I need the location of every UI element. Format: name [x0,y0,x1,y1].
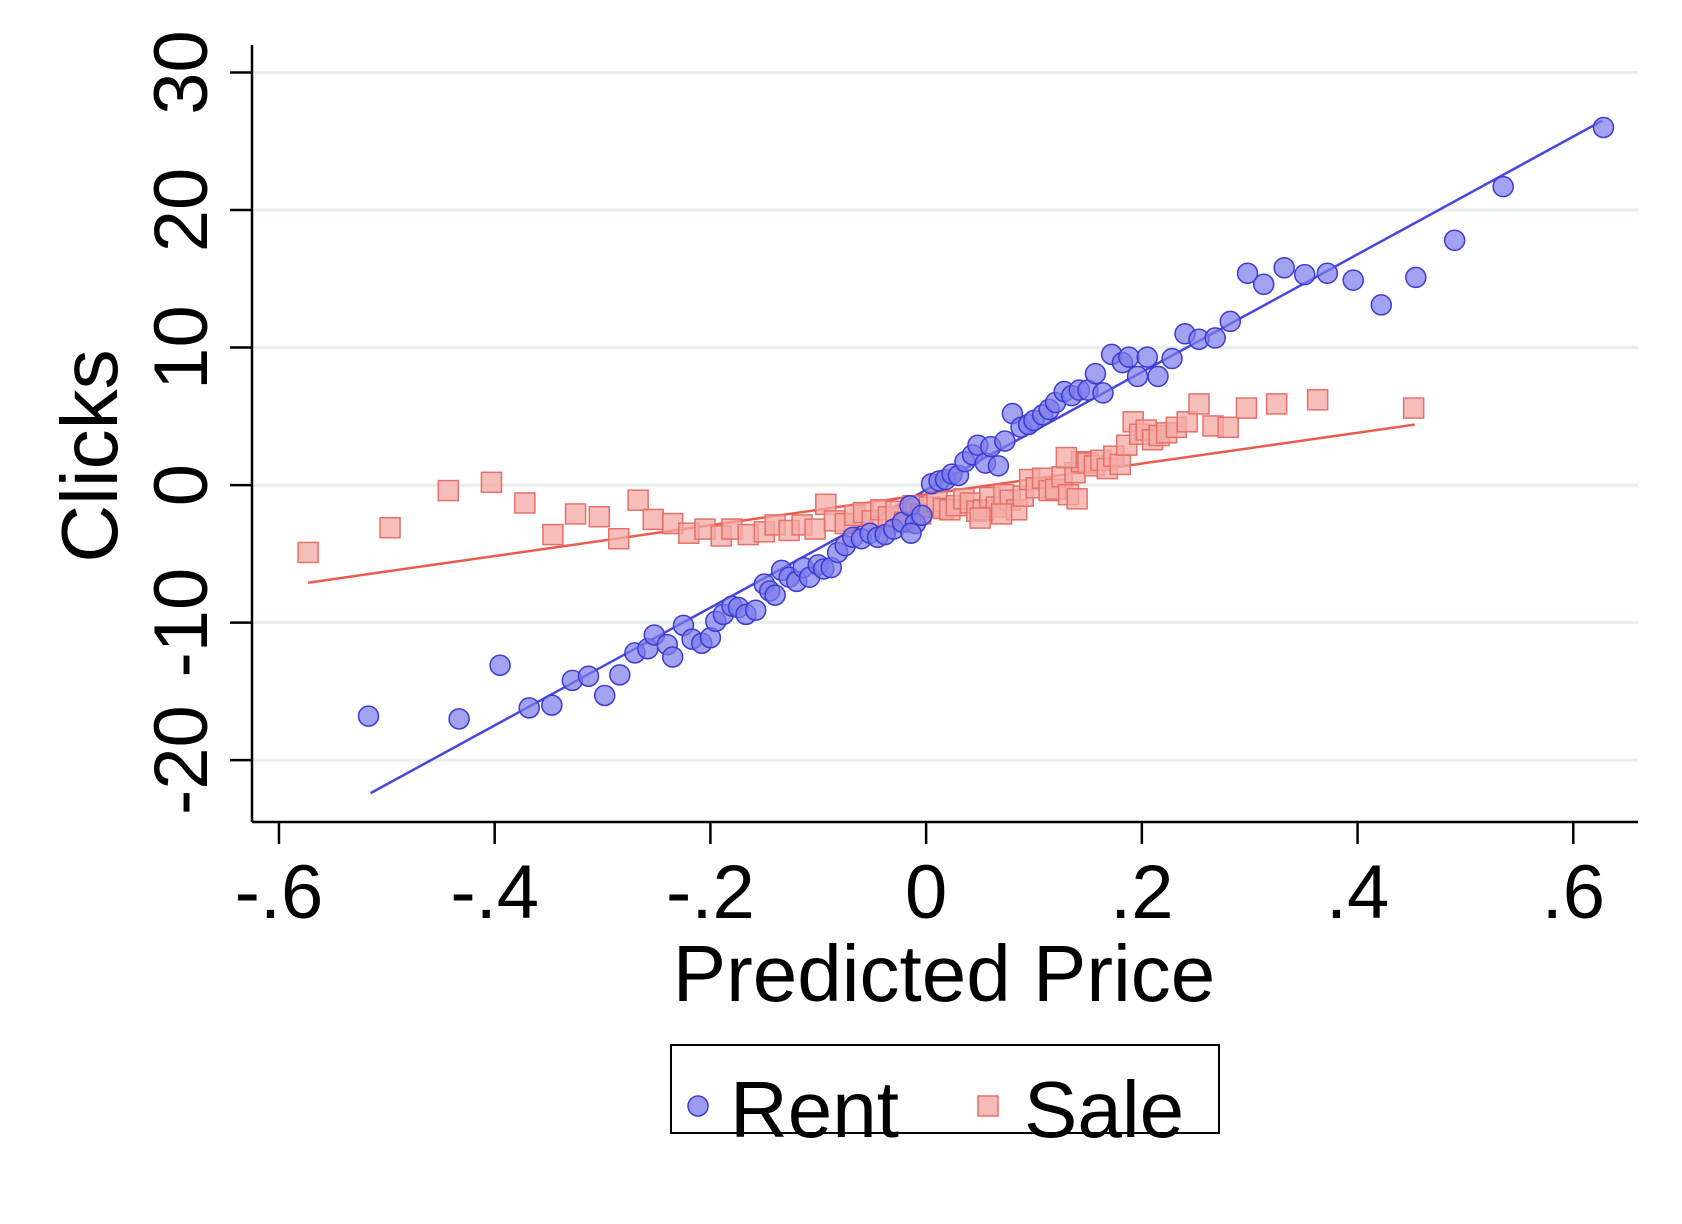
sale-point [627,489,649,511]
legend-rent-label: Rent [730,1065,899,1154]
x-axis-title: Predicted Price [673,929,1215,1018]
rent-point [1342,269,1364,291]
x-tick-label: -.6 [235,850,324,935]
sale-point [990,503,1013,525]
sale-point [969,507,991,529]
sale-point [1402,397,1425,419]
sale-point [804,518,826,540]
sale-point [297,541,319,564]
sale-point [1235,397,1258,419]
rent-point [577,665,600,687]
rent-point [593,684,616,707]
rent-point [1370,294,1393,316]
rent-point [1161,347,1183,370]
sale-point [607,527,630,550]
rent-point [541,694,563,716]
rent-point [994,430,1016,452]
sale-point [564,503,587,525]
rent-point [518,697,540,719]
rent-point [357,705,380,727]
sale-point [1055,446,1078,469]
sale-point [1176,411,1198,433]
sale-point [480,471,503,494]
rent-point [744,599,767,621]
rent-point [1293,263,1316,286]
axes: -20 -10 0 10 20 30 -.6 -.4 -.2 0 .2 .4 .6 [139,30,1638,935]
sale-point [1217,416,1239,439]
rent-point [1443,229,1466,252]
y-tick-label: -10 [139,568,224,678]
rent-point [1126,365,1149,388]
sale-point [1109,453,1132,476]
rent-point [1236,262,1259,285]
sale-point [1265,393,1288,415]
rent-point [1092,382,1114,404]
rent-point [764,584,786,606]
sale-point [1066,488,1088,510]
legend-box [670,1044,1220,1134]
x-tick-label: 0 [905,850,947,935]
legend-sale-marker [977,1095,999,1117]
rent-point [911,504,933,527]
data-points [297,116,1615,730]
legend-sale-label: Sale [1024,1065,1184,1154]
sale-point [379,516,401,539]
sale-point [588,505,611,528]
sale-point [437,479,460,502]
sale-point [1188,393,1210,415]
rent-point [1316,262,1339,285]
rent-point [1118,346,1140,368]
x-tick-label: -.4 [450,850,539,935]
rent-point [1405,266,1427,289]
y-tick-label: 20 [139,168,224,253]
y-tick-label: -20 [139,705,224,815]
rent-point [609,664,631,686]
sale-point [514,492,536,514]
rent-point [1592,116,1615,139]
rent-point [448,708,470,730]
legend-rent-marker [687,1095,709,1117]
x-tick-label: .4 [1326,850,1389,935]
rent-point [1273,257,1295,279]
rent-point [900,522,922,544]
y-axis-title: Clicks [45,349,134,562]
x-tick-label: .2 [1110,850,1173,935]
x-tick-label: -.2 [666,850,755,935]
rent-point [1252,273,1275,296]
sale-point [542,523,564,546]
rent-point [489,654,511,676]
rent-point [1147,365,1169,388]
rent-point [987,455,1010,477]
y-tick-label: 10 [139,305,224,390]
y-tick-label: 0 [139,464,224,506]
legend: Rent Sale [670,1044,1220,1154]
rent-point [1219,310,1242,333]
rent-point [1136,346,1158,368]
x-tick-label: .6 [1542,850,1605,935]
y-tick-label: 30 [139,30,224,115]
rent-point [1492,175,1514,198]
sale-point [1306,389,1329,411]
rent-point [661,646,684,668]
rent-point [1084,362,1107,385]
sale-point [642,508,664,531]
rent-point [1204,327,1226,349]
